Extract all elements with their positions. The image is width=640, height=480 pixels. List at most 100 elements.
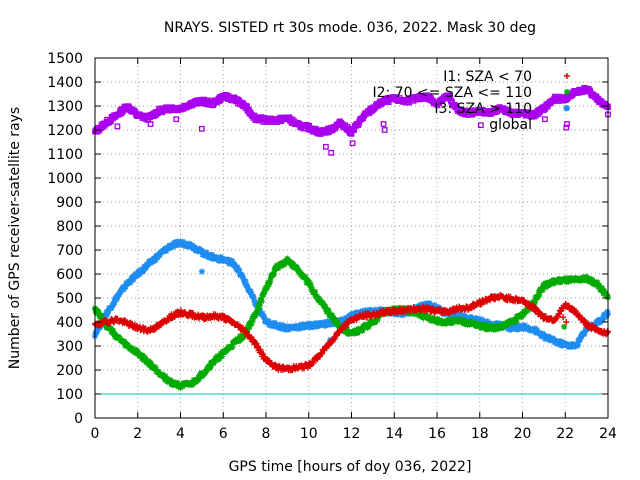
- data-point: [249, 316, 256, 323]
- outlier-point: [563, 124, 570, 131]
- legend-item: global: [489, 117, 570, 133]
- legend-label: global: [489, 117, 532, 133]
- x-tick-label: 4: [176, 426, 185, 442]
- data-point: [311, 288, 318, 295]
- data-point: [142, 355, 149, 362]
- y-tick-label: 0: [74, 411, 83, 427]
- outlier-point: [114, 123, 121, 130]
- data-point: [462, 313, 469, 320]
- data-point: [93, 329, 100, 336]
- data-point: [122, 283, 129, 290]
- y-tick-label: 200: [56, 363, 83, 379]
- series-i2-70-sza-110: [92, 255, 611, 391]
- data-point: [256, 302, 263, 309]
- outlier-point: [477, 122, 484, 129]
- outlier-point: [542, 116, 548, 123]
- data-point: [374, 315, 381, 322]
- data-point: [236, 267, 243, 274]
- data-point: [258, 298, 265, 305]
- data-point: [536, 291, 543, 298]
- y-tick-label: 1200: [47, 123, 83, 139]
- y-tick-label: 1500: [47, 51, 83, 67]
- legend-item: I3: SZA > 110: [434, 101, 570, 117]
- legend-label: I3: SZA > 110: [434, 101, 532, 117]
- data-point: [98, 312, 105, 319]
- series-i1-sza-70: [92, 292, 611, 374]
- x-tick-label: 10: [300, 426, 318, 442]
- data-point: [270, 270, 277, 277]
- data-point: [127, 278, 134, 285]
- x-tick-label: 24: [599, 426, 617, 442]
- data-point: [267, 278, 274, 285]
- legend-marker: [564, 121, 570, 127]
- outlier-point: [198, 268, 205, 275]
- y-tick-label: 300: [56, 339, 83, 355]
- data-point: [539, 287, 546, 294]
- y-tick-label: 800: [56, 219, 83, 235]
- data-point: [265, 318, 272, 325]
- series-global: [92, 85, 611, 156]
- axis-ticks: 0 2 4 6 8 10 12 14 16 18 20 22 240100200300400500600…: [47, 51, 617, 442]
- outlier-point: [328, 149, 335, 156]
- data-points: [92, 85, 611, 391]
- data-point: [431, 302, 438, 309]
- data-point: [162, 373, 169, 380]
- data-point: [359, 327, 366, 334]
- x-tick-label: 8: [262, 426, 271, 442]
- data-point: [520, 311, 527, 318]
- data-point: [195, 376, 202, 383]
- data-point: [513, 317, 520, 324]
- data-point: [261, 314, 268, 321]
- data-point: [229, 343, 236, 350]
- y-axis-label: Number of GPS receiver-satellite rays: [7, 107, 23, 369]
- x-tick-label: 20: [514, 426, 532, 442]
- x-tick-label: 12: [343, 426, 361, 442]
- data-point: [152, 257, 159, 264]
- outlier-point: [381, 127, 388, 133]
- legend-marker: [564, 105, 570, 111]
- x-tick-label: 2: [133, 426, 142, 442]
- outlier-point: [380, 121, 387, 127]
- x-tick-label: 0: [91, 426, 100, 442]
- data-point: [246, 323, 253, 330]
- chart-title: NRAYS. SISTED rt 30s mode. 036, 2022. Ma…: [164, 20, 536, 36]
- data-point: [134, 347, 141, 354]
- x-tick-label: 18: [471, 426, 489, 442]
- data-point: [172, 242, 179, 249]
- data-point: [255, 305, 262, 312]
- legend-label: I2: 70 <= SZA <= 110: [372, 85, 532, 101]
- data-point: [565, 278, 572, 285]
- outlier-point: [349, 140, 356, 147]
- outlier-point: [322, 143, 329, 150]
- data-point: [251, 296, 258, 303]
- data-point: [248, 320, 255, 327]
- outlier-point: [93, 309, 100, 316]
- legend-item: I2: 70 <= SZA <= 110: [372, 85, 570, 101]
- x-tick-label: 16: [428, 426, 446, 442]
- data-point: [531, 299, 538, 306]
- x-axis-label: GPS time [hours of doy 036, 2022]: [229, 459, 472, 475]
- legend-marker: [564, 89, 570, 95]
- outlier-point: [560, 314, 567, 321]
- x-tick-label: 6: [219, 426, 228, 442]
- data-point: [574, 341, 581, 348]
- y-tick-label: 600: [56, 267, 83, 283]
- data-point: [218, 353, 225, 360]
- data-point: [263, 285, 270, 292]
- data-point: [229, 258, 236, 265]
- y-tick-label: 1300: [47, 99, 83, 115]
- y-tick-label: 900: [56, 195, 83, 211]
- outlier-point: [561, 323, 568, 330]
- data-point: [207, 363, 214, 370]
- y-tick-label: 500: [56, 291, 83, 307]
- data-point: [136, 270, 143, 277]
- x-tick-label: 14: [385, 426, 403, 442]
- data-point: [242, 278, 249, 285]
- x-tick-label: 22: [556, 426, 574, 442]
- legend-marker: [564, 73, 570, 79]
- data-point: [145, 261, 152, 268]
- legend-item: I1: SZA < 70: [443, 69, 570, 85]
- y-tick-label: 1000: [47, 171, 83, 187]
